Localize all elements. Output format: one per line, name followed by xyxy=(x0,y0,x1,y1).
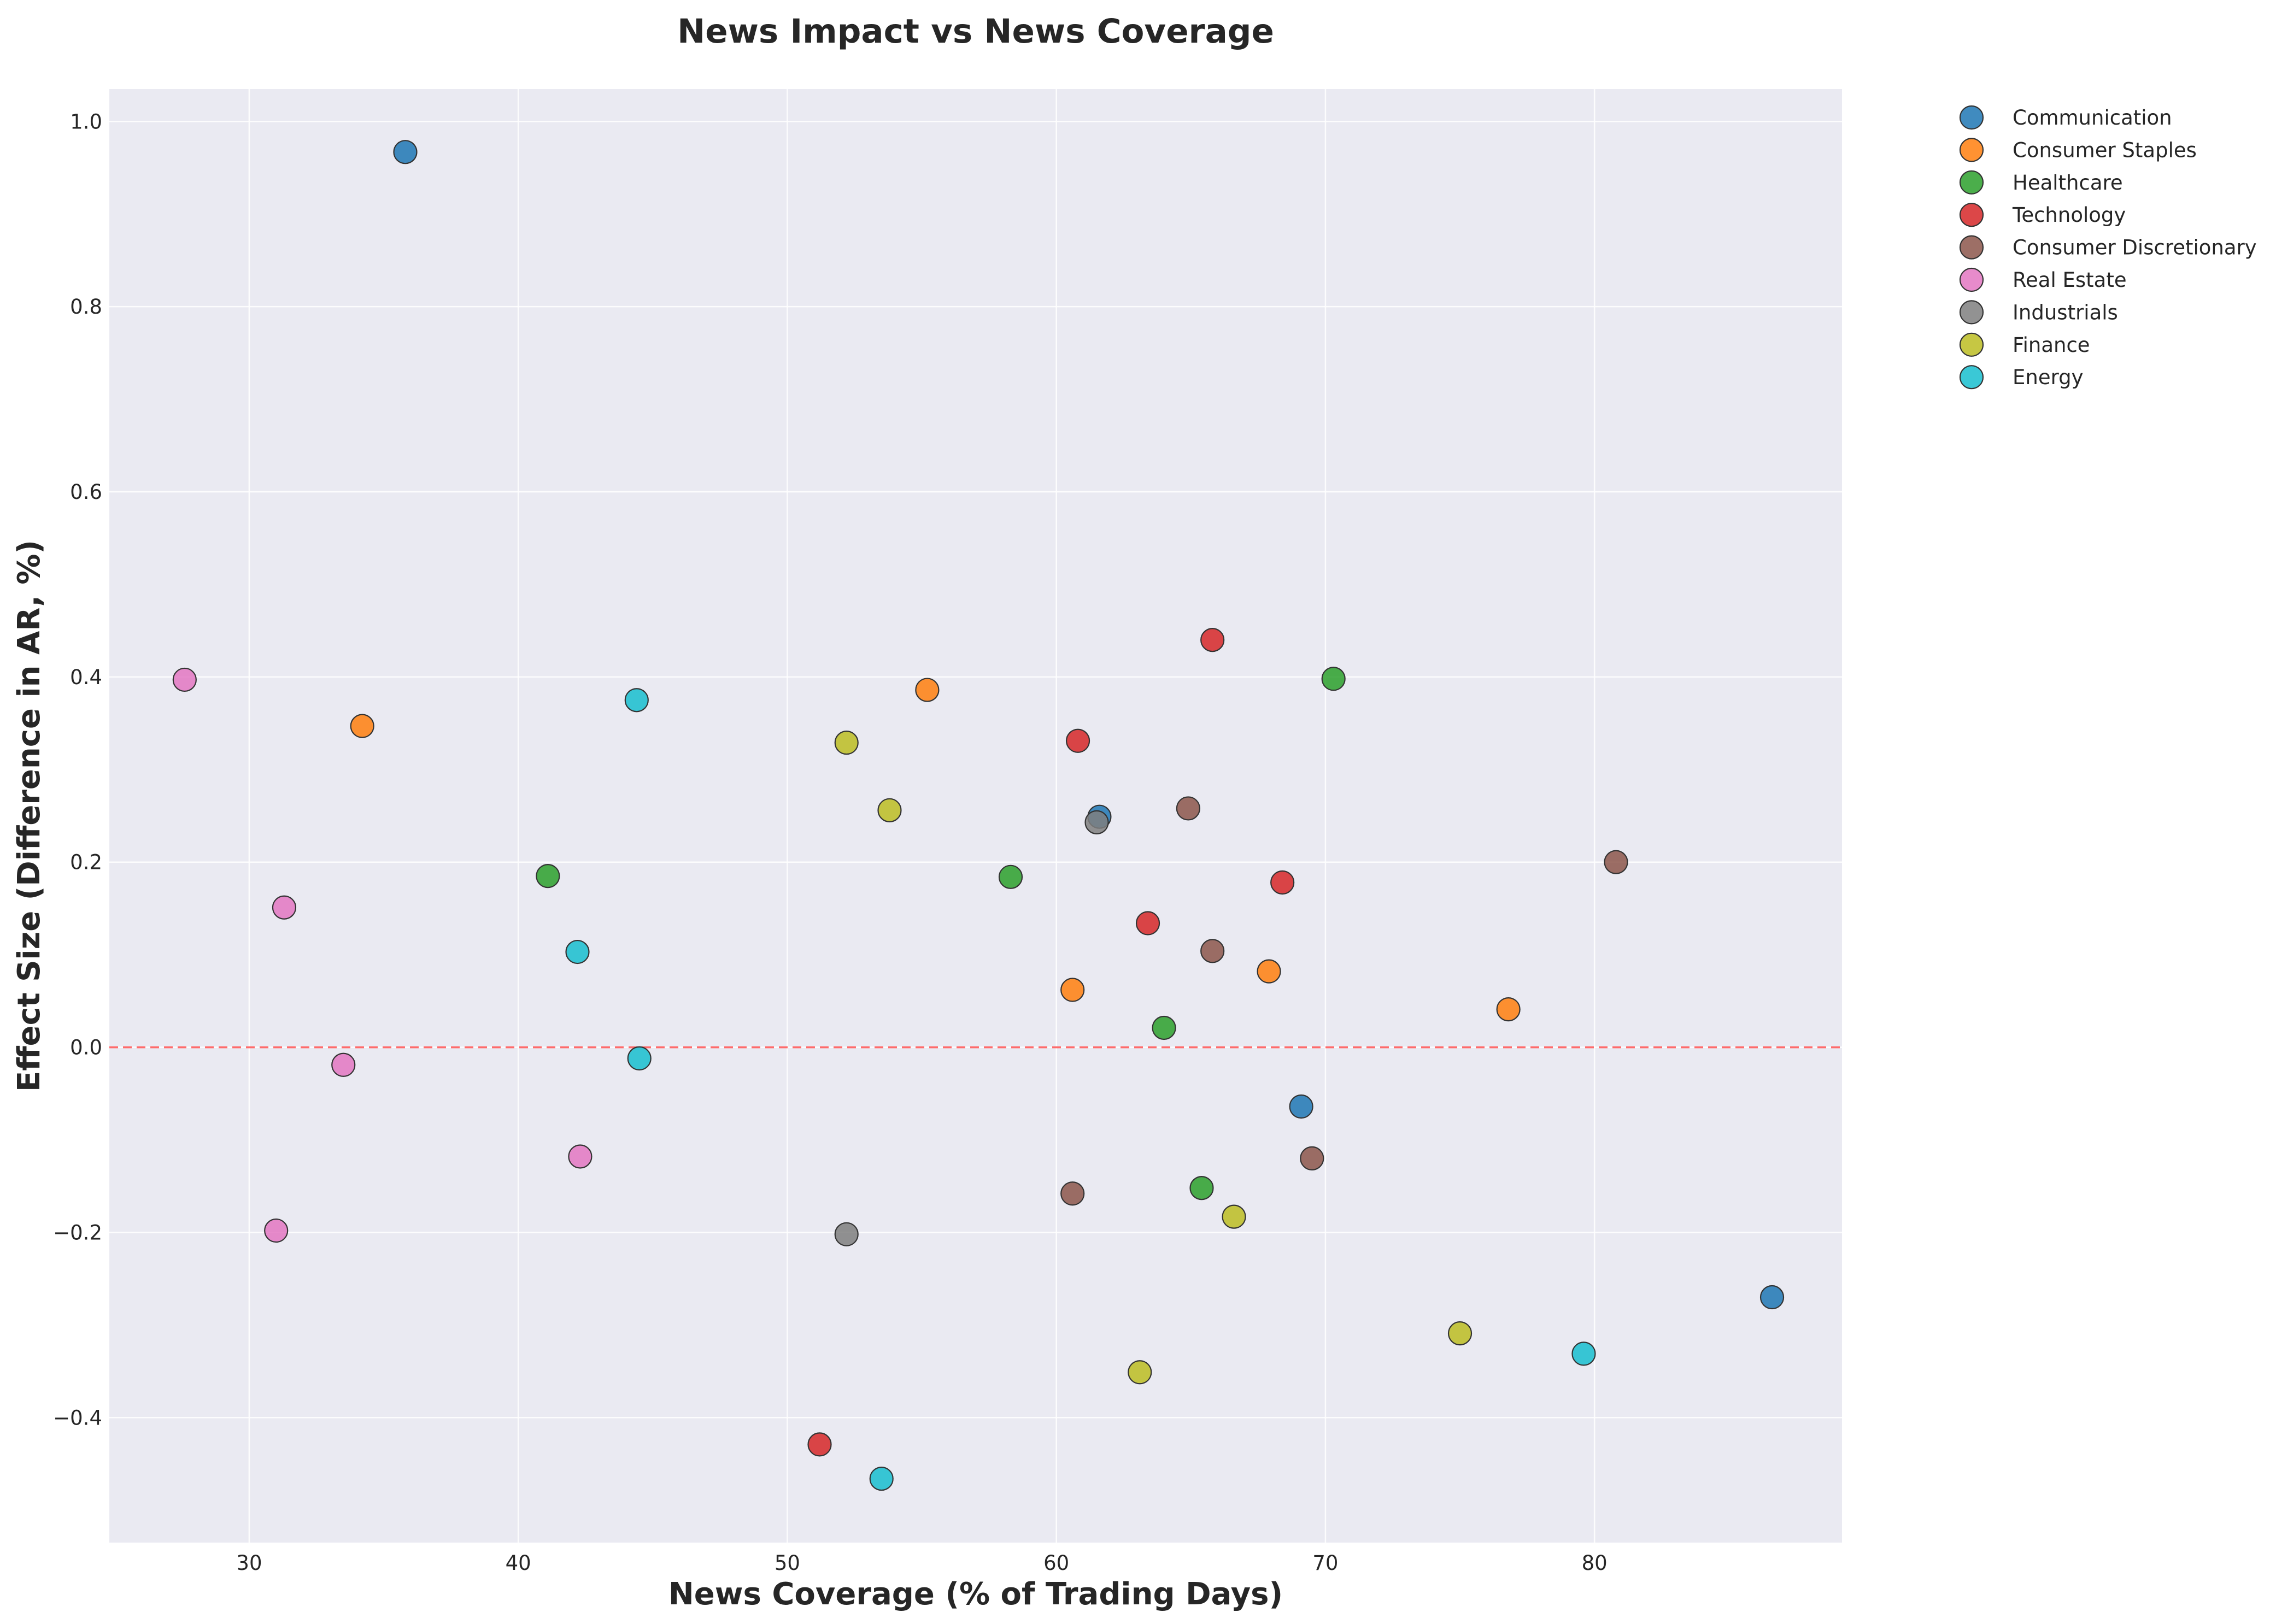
data-point-consumer-staples xyxy=(350,714,374,738)
legend-label-finance: Finance xyxy=(2013,333,2090,357)
legend-label-real-estate: Real Estate xyxy=(2013,268,2127,292)
data-point-consumer-discretionary xyxy=(1060,1181,1085,1206)
legend-marker-finance xyxy=(1959,332,1984,357)
data-point-communication xyxy=(393,140,418,164)
x-tick-label: 40 xyxy=(506,1551,531,1575)
legend: Communication Consumer Staples Healthcare T… xyxy=(1959,105,2257,390)
y-tick-labels: −0.4 −0.2 0.0 0.2 0.4 0.6 0.8 1.0 xyxy=(53,110,102,1429)
data-point-communication xyxy=(1289,1094,1313,1119)
legend-marker-real-estate xyxy=(1959,267,1984,292)
plot-area xyxy=(109,89,1842,1543)
data-point-consumer-staples xyxy=(1060,978,1085,1002)
data-point-finance xyxy=(1447,1321,1473,1346)
data-point-healthcare xyxy=(998,864,1023,889)
x-axis-label: News Coverage (% of Trading Days) xyxy=(668,1576,1283,1612)
legend-label-communication: Communication xyxy=(2013,106,2172,130)
data-points xyxy=(172,140,1785,1491)
data-point-consumer-staples xyxy=(1257,959,1281,984)
legend-marker-technology xyxy=(1959,203,1984,227)
legend-label-industrials: Industrials xyxy=(2013,301,2118,324)
data-point-communication xyxy=(1759,1285,1785,1310)
data-point-energy xyxy=(869,1466,894,1491)
legend-label-healthcare: Healthcare xyxy=(2013,171,2123,195)
y-tick-label: 1.0 xyxy=(70,110,102,133)
x-tick-label: 50 xyxy=(775,1551,800,1575)
data-point-industrials xyxy=(1084,810,1109,834)
data-point-finance xyxy=(834,731,859,755)
data-point-real-estate xyxy=(172,667,197,692)
y-tick-label: −0.4 xyxy=(53,1406,102,1429)
data-point-finance xyxy=(877,798,902,822)
data-point-healthcare xyxy=(1321,667,1346,691)
data-point-healthcare xyxy=(1189,1175,1214,1201)
data-point-technology xyxy=(807,1432,832,1457)
legend-marker-healthcare xyxy=(1959,170,1984,195)
y-tick-label: 0.0 xyxy=(70,1036,102,1060)
data-point-real-estate xyxy=(264,1218,289,1243)
data-point-real-estate xyxy=(331,1052,356,1077)
y-tick-label: 0.4 xyxy=(70,666,102,689)
data-point-consumer-discretionary xyxy=(1604,850,1628,874)
legend-marker-energy xyxy=(1959,365,1984,390)
data-point-consumer-staples xyxy=(1496,997,1521,1022)
y-tick-label: 0.2 xyxy=(70,851,102,874)
legend-label-consumer-discretionary: Consumer Discretionary xyxy=(2013,236,2257,260)
legend-label-energy: Energy xyxy=(2013,366,2084,389)
data-point-technology xyxy=(1065,728,1090,753)
grid-lines xyxy=(109,89,1842,1543)
x-tick-label: 80 xyxy=(1582,1551,1608,1575)
y-tick-label: 0.6 xyxy=(70,480,102,504)
x-tick-label: 70 xyxy=(1312,1551,1338,1575)
legend-label-technology: Technology xyxy=(2012,203,2126,227)
y-axis-label: Effect Size (Difference in AR, %) xyxy=(11,540,47,1092)
data-point-healthcare xyxy=(536,864,560,889)
legend-marker-industrials xyxy=(1959,300,1984,325)
data-point-energy xyxy=(565,939,590,964)
data-point-finance xyxy=(1128,1360,1152,1385)
data-point-industrials xyxy=(834,1222,859,1246)
data-point-consumer-discretionary xyxy=(1176,796,1200,821)
legend-marker-consumer-discretionary xyxy=(1959,235,1984,260)
data-point-energy xyxy=(624,688,649,713)
data-point-energy xyxy=(1571,1341,1596,1366)
legend-label-consumer-staples: Consumer Staples xyxy=(2013,138,2197,162)
legend-marker-consumer-staples xyxy=(1959,138,1984,162)
data-point-healthcare xyxy=(1152,1015,1176,1040)
data-point-real-estate xyxy=(568,1144,593,1169)
legend-marker-communication xyxy=(1959,105,1984,130)
data-point-technology xyxy=(1200,627,1225,652)
y-tick-label: −0.2 xyxy=(53,1221,102,1244)
x-tick-label: 30 xyxy=(236,1551,262,1575)
x-tick-label: 60 xyxy=(1043,1551,1069,1575)
data-point-consumer-staples xyxy=(915,678,940,702)
chart-title: News Impact vs News Coverage xyxy=(677,12,1274,51)
data-point-technology xyxy=(1135,911,1160,935)
data-point-real-estate xyxy=(272,895,297,920)
data-point-consumer-discretionary xyxy=(1200,939,1225,963)
data-point-technology xyxy=(1270,870,1295,895)
data-point-energy xyxy=(627,1046,652,1070)
data-point-consumer-discretionary xyxy=(1300,1146,1324,1170)
y-tick-label: 0.8 xyxy=(70,295,102,319)
data-point-finance xyxy=(1222,1204,1246,1229)
x-tick-labels: 30 40 50 60 70 80 xyxy=(236,1551,1607,1575)
